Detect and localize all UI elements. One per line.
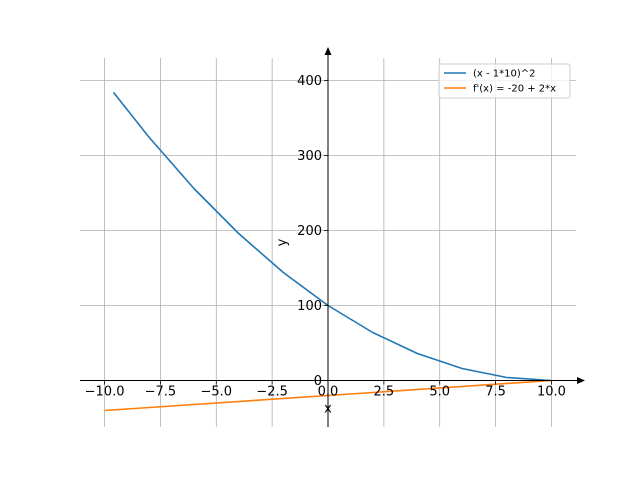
- x-tick-label-7: 7.5: [485, 385, 506, 400]
- x-tick-label-2: −5.0: [200, 385, 232, 400]
- y-tick-label-4: 400: [297, 74, 322, 89]
- series-line-1: [112, 91, 552, 382]
- x-axis-label: x: [324, 402, 332, 417]
- axis-names: x y: [275, 238, 332, 416]
- x-axis-arrow: [577, 377, 585, 384]
- legend-entry-series-1: (x - 1*10)^2: [473, 69, 536, 80]
- x-tick-label-8: 10.0: [537, 385, 566, 400]
- x-tick-label-0: −10.0: [85, 385, 125, 400]
- y-tick-label-1: 100: [297, 299, 322, 314]
- legend: (x - 1*10)^2 f'(x) = -20 + 2*x: [438, 63, 571, 99]
- legend-entry-series-2: f'(x) = -20 + 2*x: [473, 84, 556, 95]
- ticks: −10.0 −7.5 −5.0 −2.5 0.0 2.5 5.0 7.5 10.0 0 100 200…: [85, 74, 566, 400]
- axes: [80, 47, 585, 427]
- y-tick-label-0: 0: [314, 374, 322, 389]
- x-tick-label-1: −7.5: [145, 385, 177, 400]
- x-tick-label-5: 2.5: [374, 385, 395, 400]
- x-tick-label-3: −2.5: [256, 385, 288, 400]
- x-tick-label-4: 0.0: [318, 385, 339, 400]
- y-axis-label: y: [275, 238, 290, 246]
- x-tick-label-6: 5.0: [429, 385, 450, 400]
- legend-frame: [438, 63, 571, 99]
- y-tick-label-3: 300: [297, 149, 322, 164]
- y-axis-arrow: [324, 47, 332, 55]
- y-tick-label-2: 200: [297, 224, 322, 239]
